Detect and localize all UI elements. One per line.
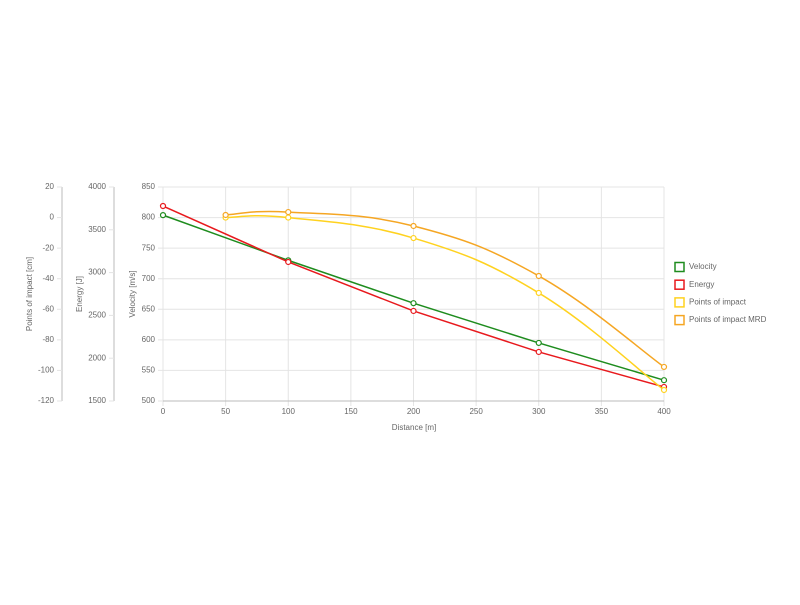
x-tick-label: 400 xyxy=(657,407,671,416)
legend-label: Velocity xyxy=(689,262,717,271)
legend-swatch xyxy=(674,314,685,326)
y-tick-label: 500 xyxy=(142,396,156,405)
data-point xyxy=(535,348,542,356)
data-point xyxy=(410,307,417,315)
y2-tick-label: 3500 xyxy=(88,225,106,234)
x-axis-title: Distance [m] xyxy=(392,423,436,432)
data-point xyxy=(410,234,417,242)
y-tick-label: 750 xyxy=(142,243,156,252)
y3-tick-label: -40 xyxy=(42,274,54,283)
y-axis-title: Velocity [m/s] xyxy=(128,270,137,317)
data-point xyxy=(660,386,668,394)
data-point xyxy=(660,377,668,384)
data-point xyxy=(660,363,668,371)
legend-label: Energy xyxy=(689,280,714,289)
data-point xyxy=(410,222,417,230)
y3-tick-label: -20 xyxy=(42,243,54,252)
data-point xyxy=(285,214,292,221)
series-line xyxy=(225,210,665,368)
legend-label: Points of impact MRD xyxy=(689,315,767,324)
series-line xyxy=(225,215,665,391)
y2-tick-label: 2500 xyxy=(88,311,106,320)
data-point xyxy=(285,208,292,216)
y3-tick-label: -80 xyxy=(42,335,54,344)
data-point xyxy=(410,300,417,307)
data-point xyxy=(535,339,542,347)
legend-swatch xyxy=(674,279,685,290)
y3-tick-label: -60 xyxy=(42,304,54,313)
x-tick-label: 100 xyxy=(282,407,296,416)
data-point xyxy=(535,272,542,280)
x-tick-label: 300 xyxy=(532,407,546,416)
x-tick-label: 150 xyxy=(344,407,358,416)
y-tick-label: 600 xyxy=(142,335,156,344)
y2-tick-label: 3000 xyxy=(88,268,106,277)
y-tick-label: 650 xyxy=(142,304,156,313)
y2-axis-title: Energy [J] xyxy=(75,276,84,312)
y2-tick-label: 4000 xyxy=(88,182,106,191)
y-tick-label: 800 xyxy=(142,213,156,222)
data-point xyxy=(159,202,167,210)
legend-swatch xyxy=(674,261,685,273)
y3-tick-label: -100 xyxy=(38,366,55,375)
data-point xyxy=(159,212,167,219)
y3-axis-title: Points of impact [cm] xyxy=(25,257,34,331)
data-point xyxy=(535,289,542,297)
x-tick-label: 250 xyxy=(469,407,483,416)
data-point xyxy=(222,211,229,219)
y2-tick-label: 2000 xyxy=(88,353,106,362)
y3-tick-label: 0 xyxy=(50,213,55,222)
y2-tick-label: 1500 xyxy=(88,396,106,405)
y-tick-label: 850 xyxy=(142,182,156,191)
y-tick-label: 700 xyxy=(142,274,156,283)
legend-swatch xyxy=(674,297,685,308)
y3-tick-label: 20 xyxy=(45,182,54,191)
legend-label: Points of impact xyxy=(689,298,747,307)
y3-tick-label: -120 xyxy=(38,396,55,405)
y-tick-label: 550 xyxy=(142,366,156,375)
x-tick-label: 350 xyxy=(595,407,609,416)
data-point xyxy=(285,258,292,266)
x-tick-label: 50 xyxy=(221,407,230,416)
x-tick-label: 0 xyxy=(161,407,166,416)
x-tick-label: 200 xyxy=(407,407,421,416)
